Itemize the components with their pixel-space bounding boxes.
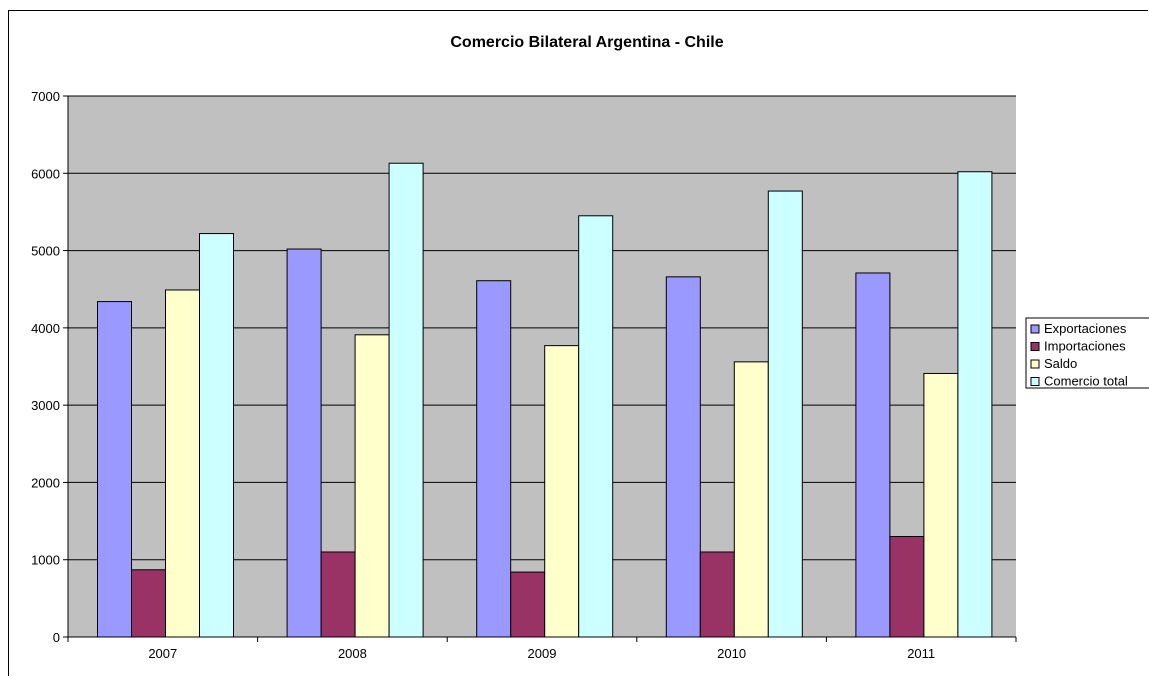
legend-label: Saldo (1044, 356, 1077, 371)
legend-label: Importaciones (1044, 339, 1126, 354)
legend-swatch (1030, 342, 1040, 351)
bar-exportaciones-2009 (476, 280, 512, 638)
legend-box (1025, 317, 1149, 389)
bar-importaciones-2007 (131, 569, 166, 638)
bar-comercio-total-2011 (957, 171, 993, 638)
y-tick-label: 0 (53, 630, 60, 645)
legend-label: Exportaciones (1044, 321, 1127, 336)
bar-exportaciones-2011 (855, 272, 891, 638)
bar-saldo-2010 (733, 361, 769, 638)
y-tick-label: 7000 (31, 89, 60, 104)
bar-importaciones-2008 (320, 551, 356, 638)
bar-comercio-total-2009 (578, 215, 614, 638)
legend-swatch (1030, 324, 1040, 334)
x-tick-label: 2010 (717, 646, 746, 661)
axes (67, 96, 1017, 642)
bar-importaciones-2011 (889, 536, 925, 638)
bar-comercio-total-2007 (199, 233, 234, 638)
bar-saldo-2009 (544, 345, 580, 638)
legend-swatch (1030, 377, 1040, 386)
bar-saldo-2011 (923, 372, 959, 638)
y-tick-label: 1000 (31, 553, 60, 568)
bar-comercio-total-2008 (388, 162, 424, 638)
y-tick-label: 2000 (31, 475, 60, 490)
bar-saldo-2008 (354, 334, 390, 638)
legend-swatch (1030, 359, 1040, 369)
bar-importaciones-2009 (510, 571, 546, 638)
x-axis-labels: 2007 2008 2009 2010 2011 (148, 646, 935, 661)
bar-comercio-total-2010 (767, 190, 803, 638)
x-tick-label: 2009 (528, 646, 557, 661)
x-tick-label: 2011 (907, 646, 935, 661)
chart-title: Comercio Bilateral Argentina - Chile (450, 34, 723, 51)
legend-label: Comercio total (1044, 374, 1128, 389)
y-tick-label: 6000 (31, 166, 60, 181)
bar-exportaciones-2007 (97, 301, 132, 638)
y-tick-label: 4000 (31, 321, 60, 336)
x-tick-label: 2007 (148, 646, 177, 661)
y-axis-labels: 0 1000 2000 3000 4000 5000 6000 7000 (31, 89, 60, 645)
bar-importaciones-2010 (699, 551, 735, 638)
bars (97, 162, 993, 638)
x-tick-label: 2008 (338, 646, 367, 661)
bar-saldo-2007 (165, 289, 200, 638)
y-tick-label: 5000 (31, 244, 60, 259)
legend: Exportaciones Importaciones Saldo Comercio … (1025, 317, 1149, 389)
bar-exportaciones-2010 (665, 276, 701, 638)
bar-exportaciones-2008 (286, 248, 322, 638)
y-tick-label: 3000 (31, 398, 60, 413)
